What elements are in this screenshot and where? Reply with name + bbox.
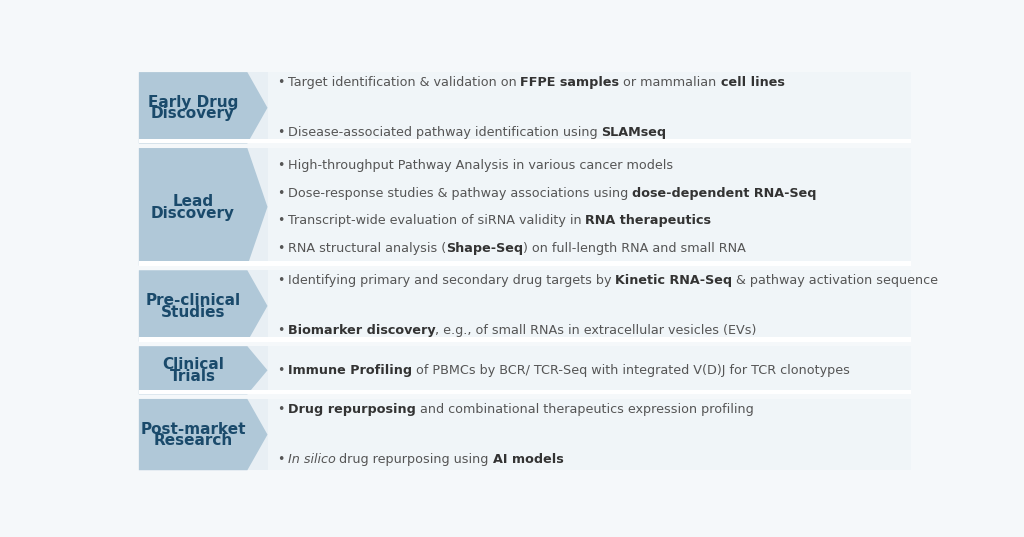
Text: •: • (276, 126, 285, 139)
Text: Discovery: Discovery (152, 206, 236, 221)
Text: Research: Research (154, 433, 232, 448)
Text: FFPE samples: FFPE samples (520, 76, 620, 89)
Text: Dose-response studies & pathway associations using: Dose-response studies & pathway associat… (288, 187, 632, 200)
Bar (139, 72, 910, 143)
Text: Lead: Lead (172, 194, 214, 209)
Text: drug repurposing using: drug repurposing using (336, 453, 493, 466)
Bar (139, 399, 267, 470)
Text: Trials: Trials (170, 369, 216, 384)
Text: Pre-clinical: Pre-clinical (145, 293, 241, 308)
Text: •: • (276, 364, 285, 377)
Polygon shape (139, 399, 267, 470)
Text: •: • (276, 242, 285, 255)
Text: RNA therapeutics: RNA therapeutics (586, 214, 712, 227)
Text: Identifying primary and secondary drug targets by: Identifying primary and secondary drug t… (288, 274, 615, 287)
Text: ) on full-length RNA and small RNA: ) on full-length RNA and small RNA (523, 242, 745, 255)
Bar (139, 148, 267, 266)
Text: and combinational therapeutics expression profiling: and combinational therapeutics expressio… (416, 403, 754, 416)
Bar (139, 148, 910, 266)
Text: Target identification & validation on: Target identification & validation on (288, 76, 520, 89)
Text: High-throughput Pathway Analysis in various cancer models: High-throughput Pathway Analysis in vari… (288, 159, 673, 172)
Bar (139, 72, 267, 143)
Text: •: • (276, 274, 285, 287)
Text: Early Drug: Early Drug (147, 95, 239, 110)
Text: cell lines: cell lines (721, 76, 784, 89)
Bar (139, 261, 910, 266)
Text: •: • (276, 214, 285, 227)
Polygon shape (139, 346, 267, 394)
Bar (139, 399, 910, 470)
Bar (139, 390, 910, 394)
Text: Biomarker discovery: Biomarker discovery (288, 324, 435, 337)
Text: Discovery: Discovery (152, 106, 236, 121)
Bar (139, 270, 267, 342)
Text: •: • (276, 76, 285, 89)
Text: of PBMCs by BCR/ TCR-Seq with integrated V(D)J for TCR clonotypes: of PBMCs by BCR/ TCR-Seq with integrated… (412, 364, 850, 377)
Text: •: • (276, 403, 285, 416)
Text: Studies: Studies (161, 304, 225, 320)
Bar (139, 270, 910, 342)
Polygon shape (139, 148, 267, 266)
Text: Immune Profiling: Immune Profiling (288, 364, 412, 377)
Text: , e.g., of small RNAs in extracellular vesicles (EVs): , e.g., of small RNAs in extracellular v… (435, 324, 757, 337)
Bar (139, 346, 267, 394)
Text: Shape-Seq: Shape-Seq (445, 242, 523, 255)
Polygon shape (139, 270, 267, 342)
Text: •: • (276, 324, 285, 337)
Text: Drug repurposing: Drug repurposing (288, 403, 416, 416)
Text: •: • (276, 187, 285, 200)
Text: Transcript-wide evaluation of siRNA validity in: Transcript-wide evaluation of siRNA vali… (288, 214, 586, 227)
Bar (139, 337, 910, 342)
Text: Clinical: Clinical (162, 357, 224, 372)
Text: Kinetic RNA-Seq: Kinetic RNA-Seq (615, 274, 732, 287)
Text: Post-market: Post-market (140, 422, 246, 437)
Text: & pathway activation sequence: & pathway activation sequence (732, 274, 938, 287)
Text: •: • (276, 453, 285, 466)
Text: or mammalian: or mammalian (620, 76, 721, 89)
Text: RNA structural analysis (: RNA structural analysis ( (288, 242, 445, 255)
Text: Disease-associated pathway identification using: Disease-associated pathway identificatio… (288, 126, 601, 139)
Text: •: • (276, 159, 285, 172)
Bar (139, 139, 910, 143)
Text: dose-dependent RNA-Seq: dose-dependent RNA-Seq (632, 187, 816, 200)
Text: In silico: In silico (288, 453, 336, 466)
Polygon shape (139, 72, 267, 143)
Text: AI models: AI models (493, 453, 563, 466)
Bar (139, 346, 910, 394)
Text: SLAMseq: SLAMseq (601, 126, 667, 139)
